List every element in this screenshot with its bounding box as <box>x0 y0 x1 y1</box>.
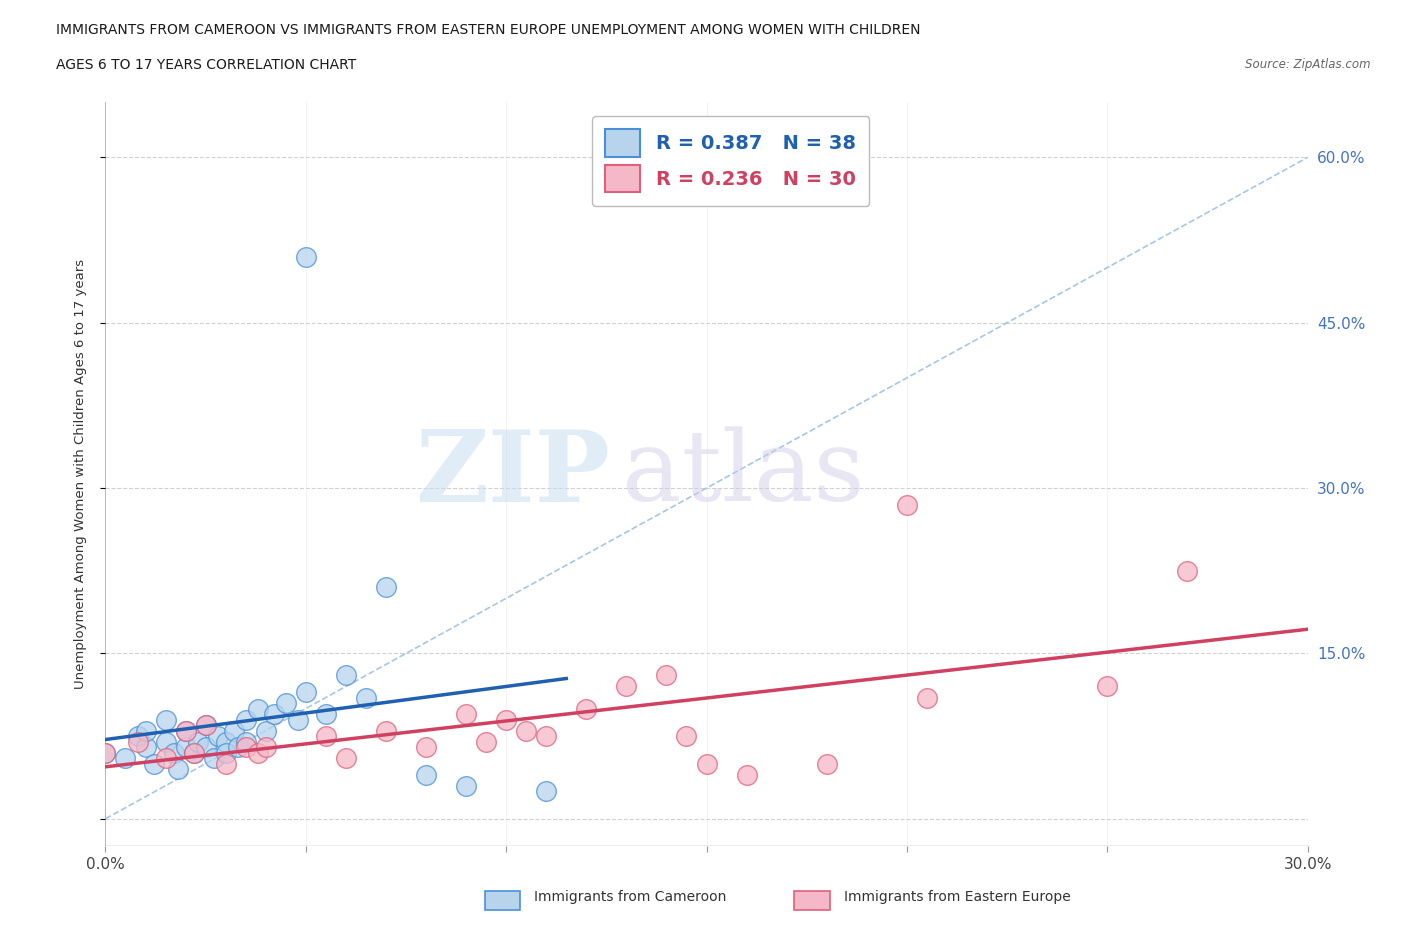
Text: Source: ZipAtlas.com: Source: ZipAtlas.com <box>1246 58 1371 71</box>
Point <box>155 712 177 727</box>
Point <box>202 751 225 765</box>
Point <box>454 707 477 722</box>
Point <box>135 724 157 738</box>
Point <box>616 679 638 694</box>
Point <box>246 701 269 716</box>
Point <box>183 745 205 760</box>
Point <box>114 751 136 765</box>
Point <box>207 728 229 743</box>
Point <box>174 724 197 738</box>
Point <box>415 767 437 782</box>
Point <box>214 734 236 749</box>
Point <box>226 739 249 754</box>
Point <box>162 745 184 760</box>
Point <box>454 778 477 793</box>
Point <box>675 728 697 743</box>
Point <box>475 734 498 749</box>
Point <box>274 696 297 711</box>
Point <box>335 668 357 683</box>
Point <box>287 712 309 727</box>
Point <box>194 718 217 733</box>
Point <box>1097 679 1119 694</box>
Text: Immigrants from Eastern Europe: Immigrants from Eastern Europe <box>844 890 1070 905</box>
Point <box>187 734 209 749</box>
Point <box>254 724 277 738</box>
Y-axis label: Unemployment Among Women with Children Ages 6 to 17 years: Unemployment Among Women with Children A… <box>75 259 87 689</box>
Point <box>534 784 557 799</box>
Point <box>295 684 318 699</box>
Point <box>174 724 197 738</box>
Point <box>183 745 205 760</box>
Point <box>194 739 217 754</box>
Point <box>495 712 517 727</box>
Point <box>94 745 117 760</box>
Point <box>214 745 236 760</box>
Point <box>335 751 357 765</box>
Point <box>374 579 398 594</box>
Point <box>142 756 165 771</box>
Point <box>155 734 177 749</box>
Point <box>214 756 236 771</box>
Point <box>235 739 257 754</box>
Point <box>1177 564 1199 578</box>
Point <box>915 690 938 705</box>
Point <box>94 745 117 760</box>
Point <box>246 745 269 760</box>
Point <box>135 739 157 754</box>
Point <box>534 728 557 743</box>
Point <box>815 756 838 771</box>
Text: atlas: atlas <box>623 426 865 523</box>
Point <box>194 718 217 733</box>
Point <box>166 762 188 777</box>
Point <box>127 734 149 749</box>
Point <box>354 690 377 705</box>
Point <box>315 707 337 722</box>
Point <box>263 707 285 722</box>
Text: Immigrants from Cameroon: Immigrants from Cameroon <box>534 890 727 905</box>
Point <box>575 701 598 716</box>
Point <box>896 498 918 512</box>
Point <box>295 249 318 264</box>
Point <box>315 728 337 743</box>
Point <box>235 734 257 749</box>
Legend: R = 0.387   N = 38, R = 0.236   N = 30: R = 0.387 N = 38, R = 0.236 N = 30 <box>592 115 869 206</box>
Point <box>254 739 277 754</box>
Point <box>696 756 718 771</box>
Point <box>415 739 437 754</box>
Point <box>374 724 398 738</box>
Point <box>155 751 177 765</box>
Text: AGES 6 TO 17 YEARS CORRELATION CHART: AGES 6 TO 17 YEARS CORRELATION CHART <box>56 58 357 72</box>
Text: ZIP: ZIP <box>415 426 610 523</box>
Point <box>515 724 537 738</box>
Text: IMMIGRANTS FROM CAMEROON VS IMMIGRANTS FROM EASTERN EUROPE UNEMPLOYMENT AMONG WO: IMMIGRANTS FROM CAMEROON VS IMMIGRANTS F… <box>56 23 921 37</box>
Point <box>127 728 149 743</box>
Point <box>735 767 758 782</box>
Point <box>174 739 197 754</box>
Point <box>235 712 257 727</box>
Point <box>222 724 245 738</box>
Point <box>655 668 678 683</box>
